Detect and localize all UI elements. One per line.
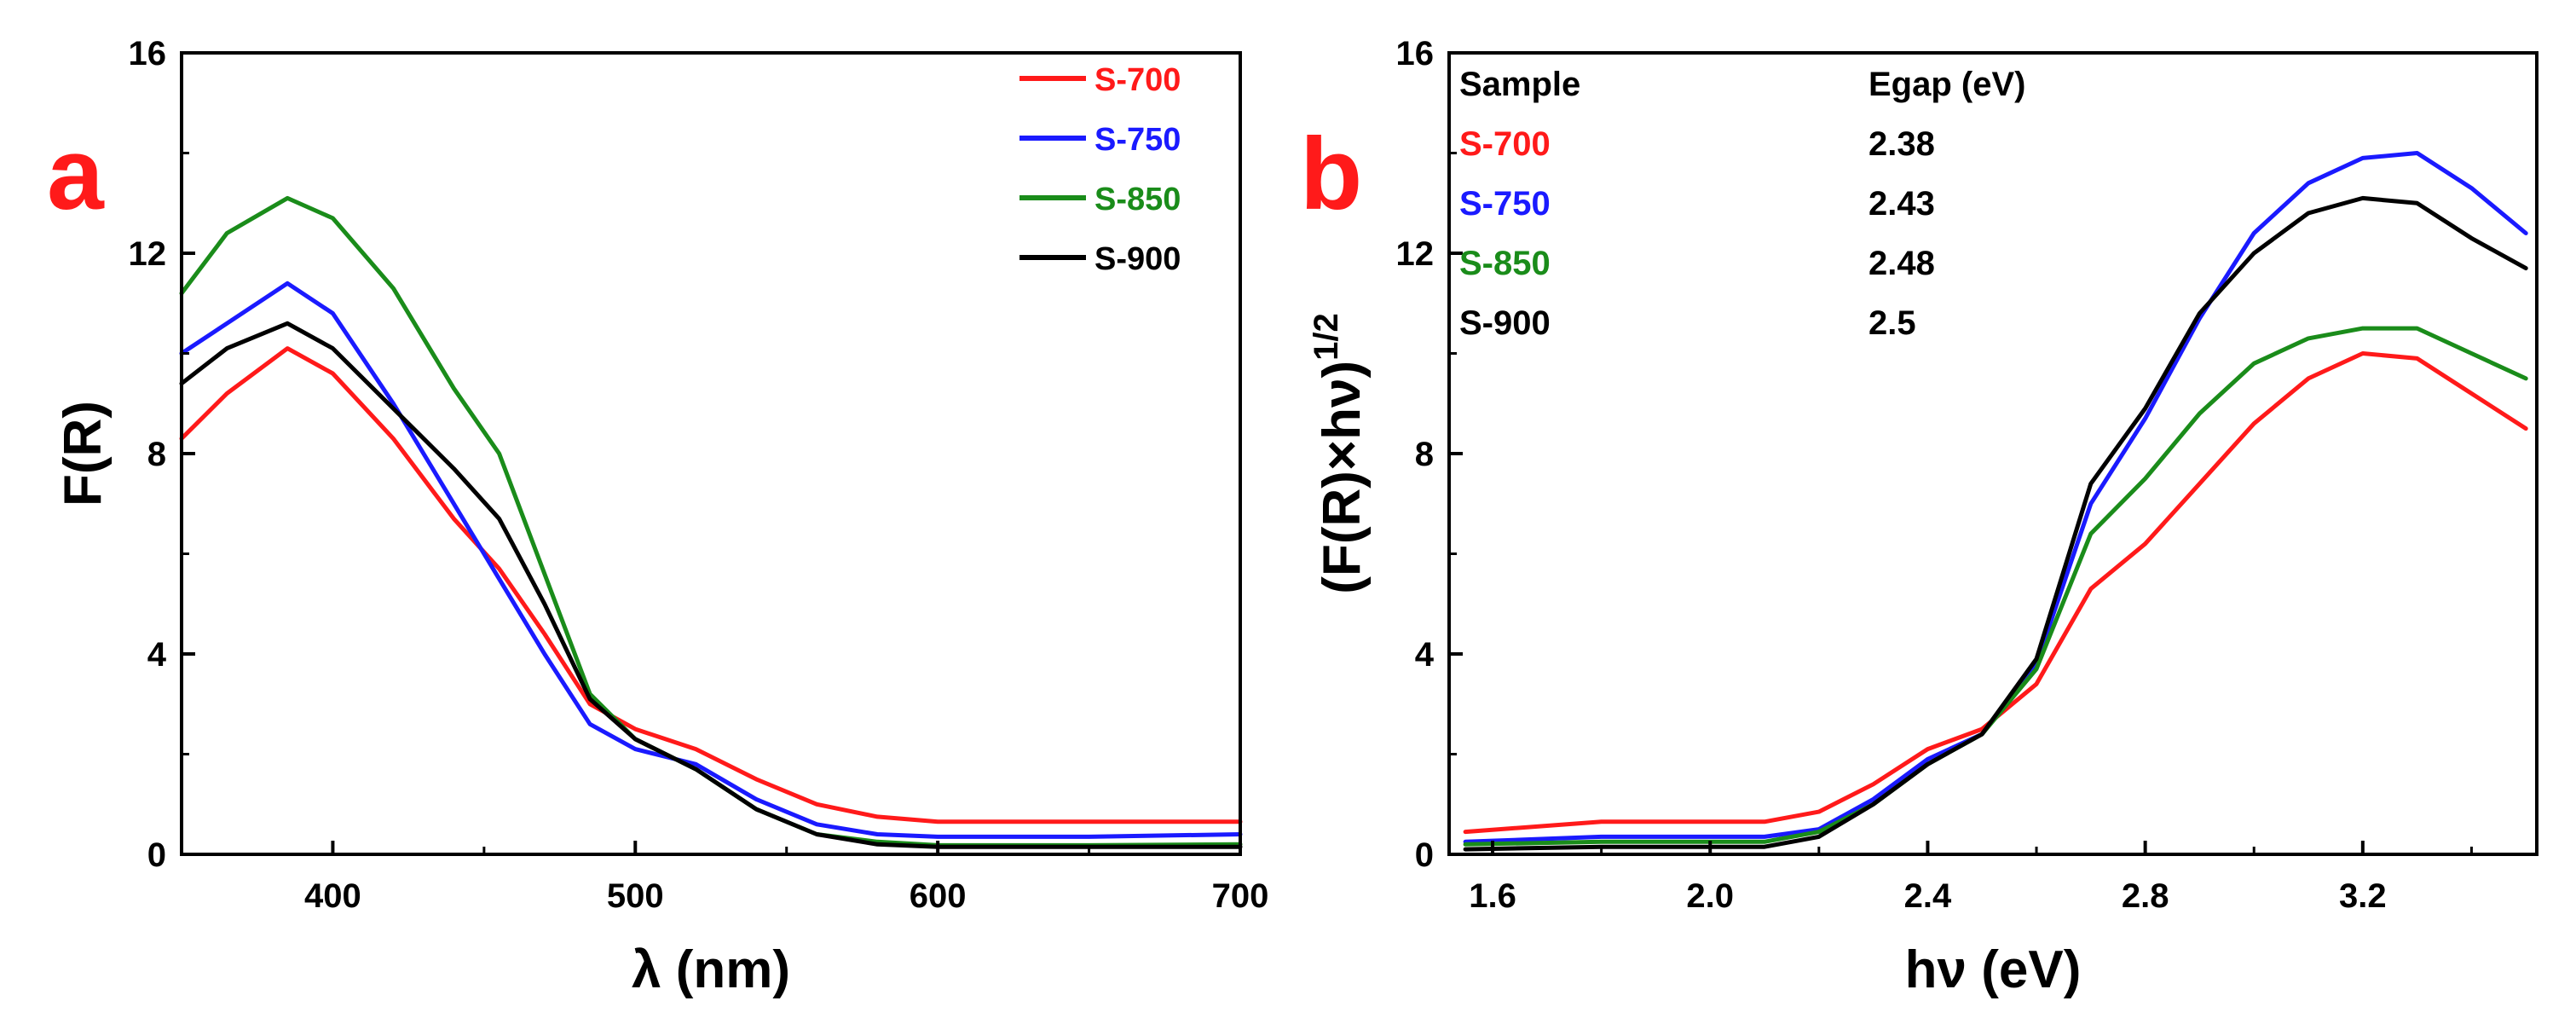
panel-letter-a: a: [47, 117, 105, 231]
series-line-b-s-850: [1463, 326, 2528, 847]
y-tick-label-b-0: 0: [1415, 836, 1434, 874]
x-axis-title-b: hν (eV): [1905, 940, 2082, 999]
plot-area-b: [1463, 151, 2528, 852]
y-tick-label-b-8: 8: [1415, 436, 1434, 473]
legend-a: S-700 S-750 S-850 S-900: [1019, 62, 1181, 277]
series-line-b-s-750: [1463, 151, 2528, 844]
y-axis-title-b: (F(R)×hν)1/2: [1308, 313, 1372, 593]
series-line-a-s-700: [179, 346, 1243, 824]
y-tick-label-b-4: 4: [1415, 636, 1435, 674]
y-tick-label-b-16: 16: [1396, 35, 1435, 72]
table-egap-s-750: 2.43: [1868, 185, 1935, 223]
legend-label-s-750: S-750: [1095, 122, 1181, 158]
x-tick-label-b-2.0: 2.0: [1686, 877, 1734, 915]
series-line-b-s-700: [1463, 351, 2528, 835]
x-tick-label-a-700: 700: [1212, 877, 1269, 915]
table-sample-s-850: S-850: [1459, 245, 1551, 282]
panel-letter-b: b: [1300, 117, 1362, 231]
ticks-b: 1.6 2.0 2.4 2.8 3.2 0 4 8 12 16: [1396, 35, 2473, 915]
plot-frame-b: [1447, 51, 2538, 856]
series-line-a-s-850: [179, 195, 1243, 848]
x-tick-label-a-400: 400: [304, 877, 361, 915]
y-tick-label-a-12: 12: [129, 235, 167, 273]
legend-label-s-850: S-850: [1095, 182, 1181, 217]
table-header-sample: Sample: [1459, 66, 1580, 103]
y-tick-label-b-12: 12: [1396, 235, 1435, 273]
y-tick-label-a-4: 4: [147, 636, 167, 674]
x-tick-label-b-2.8: 2.8: [2122, 877, 2169, 915]
table-egap-s-700: 2.38: [1868, 125, 1935, 163]
y-tick-label-a-8: 8: [147, 436, 166, 473]
legend-label-s-900: S-900: [1095, 241, 1181, 277]
y-axis-title-b-superscript: 1/2: [1308, 313, 1345, 361]
series-line-a-s-750: [179, 281, 1243, 839]
x-tick-label-b-2.4: 2.4: [1904, 877, 1952, 915]
table-sample-s-900: S-900: [1459, 304, 1551, 342]
y-tick-label-a-16: 16: [129, 35, 167, 72]
table-sample-s-750: S-750: [1459, 185, 1551, 223]
x-axis-title-a: λ (nm): [632, 940, 790, 999]
x-tick-label-b-3.2: 3.2: [2339, 877, 2387, 915]
egap-table: Sample Egap (eV) S-700 2.38 S-750 2.43 S…: [1459, 66, 2025, 342]
x-tick-label-a-600: 600: [910, 877, 967, 915]
table-egap-s-900: 2.5: [1868, 304, 1916, 342]
legend-label-s-700: S-700: [1095, 62, 1181, 98]
panel-b: 1.6 2.0 2.4 2.8 3.2 0 4 8 12 16 b hν (eV) (F(R)×h…: [1300, 35, 2538, 999]
table-header-egap: Egap (eV): [1868, 66, 2025, 103]
panel-a: 400 500 600 700 0 4 8 12 16 a λ (nm) F(R) S-700 …: [47, 35, 1268, 999]
y-axis-title-b-main: (F(R)×hν): [1313, 361, 1372, 594]
plot-area-a: [179, 195, 1243, 849]
series-line-a-s-900: [179, 321, 1243, 849]
series-line-b-s-900: [1463, 195, 2528, 852]
y-axis-title-a: F(R): [54, 401, 113, 506]
ticks-a: 400 500 600 700 0 4 8 12 16: [129, 35, 1269, 915]
x-tick-label-a-500: 500: [607, 877, 664, 915]
table-egap-s-850: 2.48: [1868, 245, 1935, 282]
plot-frame-a: [180, 51, 1242, 856]
y-tick-label-a-0: 0: [147, 836, 166, 874]
table-sample-s-700: S-700: [1459, 125, 1551, 163]
x-tick-label-b-1.6: 1.6: [1469, 877, 1516, 915]
